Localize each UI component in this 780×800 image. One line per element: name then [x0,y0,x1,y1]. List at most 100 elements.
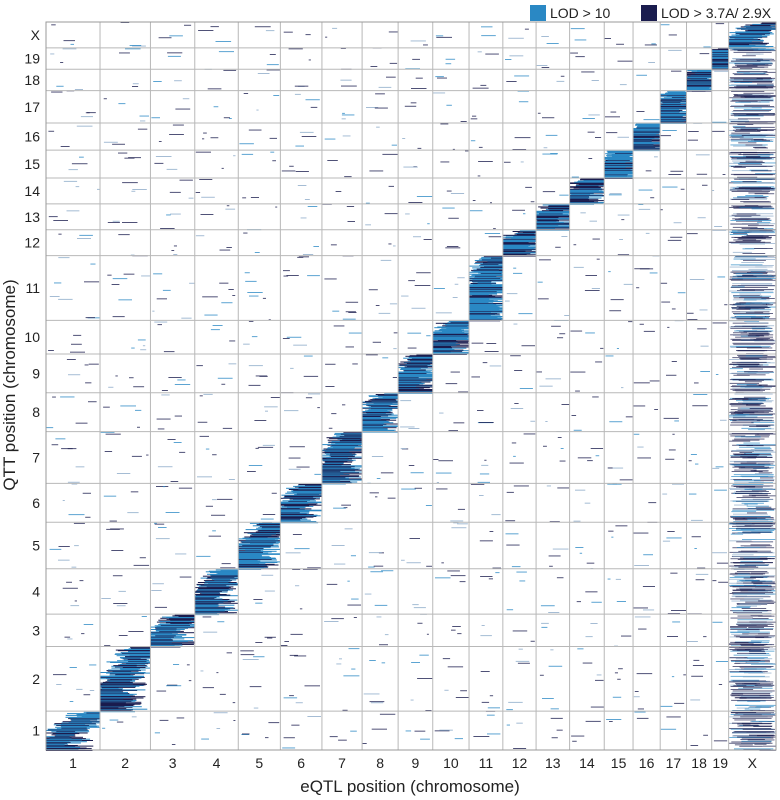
eqtl-mark [368,399,397,401]
trans-eqtl-cell-3-17 [151,98,191,119]
trans-eqtl-cell-19-5 [712,552,729,564]
eqtl-mark [410,472,424,474]
eqtl-mark [321,477,349,479]
x-tick-label: 12 [512,755,528,771]
eqtl-mark [487,261,503,263]
eqtl-mark [432,352,469,354]
eqtl-mark [289,498,320,500]
eqtl-mark [400,426,415,428]
eqtl-mark [753,686,773,687]
eqtl-mark [686,81,712,83]
cis-eqtl-block-X [728,22,776,49]
eqtl-mark [695,463,699,465]
eqtl-mark [732,717,772,719]
trans-eqtl-cell-2-7 [100,431,149,474]
eqtl-mark [166,168,178,170]
eqtl-mark [457,508,465,510]
trans-eqtl-cell-3-2 [156,664,192,692]
eqtl-mark [366,403,399,405]
eqtl-mark [571,415,577,416]
eqtl-mark [733,51,772,53]
eqtl-mark [660,209,663,211]
eqtl-mark [280,514,318,516]
eqtl-mark [736,220,762,222]
eqtl-mark [372,341,381,343]
trans-eqtl-cell-10-15 [440,150,469,163]
eqtl-mark [124,157,135,159]
eqtl-mark [370,399,396,401]
trans-eqtl-cell-10-1 [434,729,463,740]
eqtl-mark [131,455,142,457]
eqtl-mark [375,93,385,95]
trans-eqtl-cell-17-12 [667,236,683,241]
eqtl-mark [737,118,761,120]
eqtl-mark [730,133,776,135]
eqtl-mark [735,385,759,386]
eqtl-mark [744,488,763,490]
eqtl-mark [736,230,773,232]
eqtl-mark [728,440,751,442]
trans-eqtl-cell-17-5 [662,531,682,542]
eqtl-mark [325,449,363,451]
eqtl-mark [402,138,406,139]
eqtl-mark [569,201,605,203]
eqtl-mark [549,521,560,523]
eqtl-mark [469,276,497,278]
eqtl-mark [633,143,661,145]
eqtl-mark [729,671,768,673]
eqtl-mark [198,588,236,590]
eqtl-mark [530,640,535,642]
eqtl-mark [756,338,770,339]
eqtl-mark [686,84,712,86]
eqtl-mark [448,320,470,322]
eqtl-mark [621,635,632,637]
eqtl-mark [711,61,729,63]
eqtl-mark [442,207,455,209]
eqtl-mark [321,465,355,467]
eqtl-mark [536,218,570,220]
eqtl-mark [737,163,761,165]
eqtl-mark [643,554,653,556]
eqtl-mark [541,210,564,212]
eqtl-mark [280,645,288,646]
eqtl-mark [151,117,160,119]
trans-eqtl-cell-1-X [51,24,75,45]
eqtl-mark [607,151,633,153]
eqtl-mark [660,109,683,111]
eqtl-mark [748,429,765,431]
eqtl-mark [736,374,766,376]
eqtl-mark [687,319,698,320]
eqtl-mark [268,722,280,724]
eqtl-mark [270,151,275,153]
eqtl-mark [330,455,355,457]
eqtl-mark [734,454,759,456]
eqtl-mark [49,296,60,297]
eqtl-mark [325,461,353,463]
eqtl-mark [194,610,225,612]
eqtl-mark [141,616,147,617]
trans-eqtl-cell-5-9 [248,365,268,386]
eqtl-mark [732,439,760,441]
eqtl-mark [733,145,766,147]
eqtl-mark [217,377,233,379]
eqtl-mark [595,361,603,363]
eqtl-mark [150,634,187,636]
eqtl-mark [633,141,661,143]
eqtl-mark [321,470,356,472]
eqtl-mark [404,366,433,368]
eqtl-mark [737,532,759,534]
eqtl-mark [502,234,536,236]
eqtl-mark [432,343,469,345]
eqtl-mark [711,61,729,63]
trans-eqtl-cell-14-15 [571,158,593,178]
eqtl-mark [156,627,188,629]
eqtl-mark [205,580,231,582]
trans-eqtl-cell-12-4 [506,571,527,611]
eqtl-mark [686,86,712,88]
eqtl-mark [619,84,627,86]
eqtl-mark [362,417,399,419]
eqtl-mark [46,743,67,745]
eqtl-mark [393,245,396,247]
eqtl-mark [100,700,137,701]
eqtl-mark [750,189,770,191]
